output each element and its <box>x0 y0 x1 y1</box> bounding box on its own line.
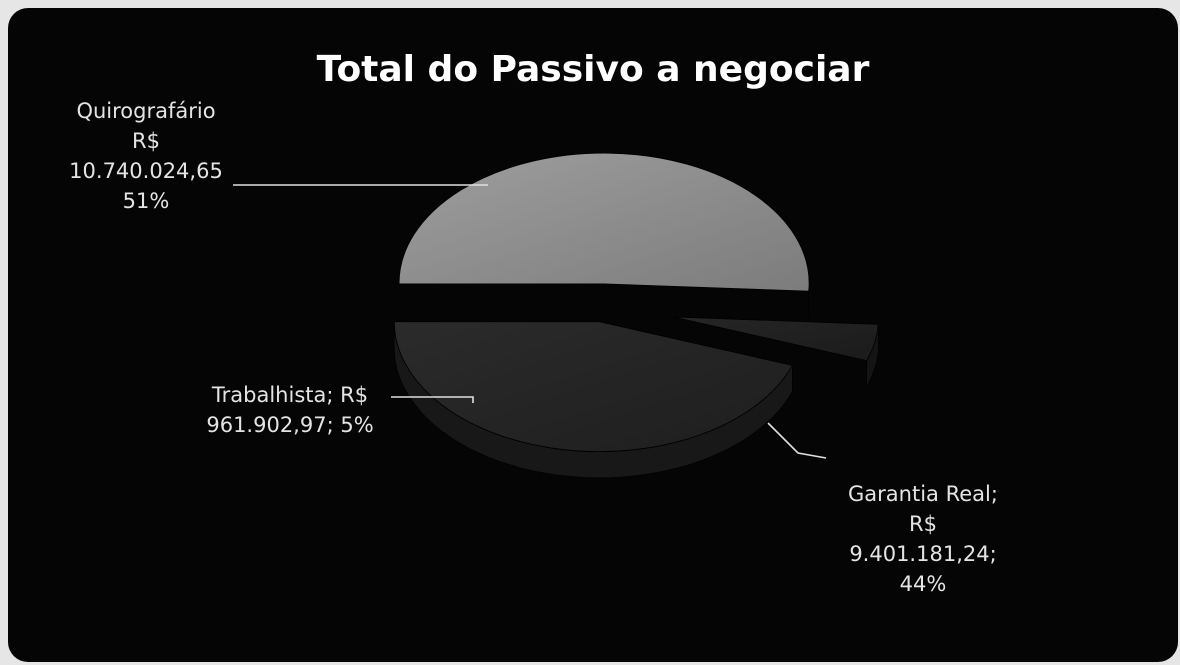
data-label-line: Quirografário <box>76 99 215 123</box>
data-label-line: 44% <box>900 572 947 596</box>
chart-title: Total do Passivo a negociar <box>317 49 870 90</box>
data-label-line: 10.740.024,65 <box>69 159 223 183</box>
leader-line <box>391 396 474 403</box>
data-labels: Quirografário R$ 10.740.024,65 51% Trabalhis… <box>69 99 998 596</box>
leader-lines <box>233 184 827 459</box>
data-label-line: Trabalhista; R$ <box>211 383 368 407</box>
data-label-line: 51% <box>123 189 170 213</box>
pie-slice-trabalhista <box>673 316 879 387</box>
chart-frame: Total do Passivo a negociar Quirografári… <box>8 8 1178 662</box>
data-label-line: 961.902,97; 5% <box>206 413 373 437</box>
pie-slice-quirograf-rio <box>398 152 810 318</box>
data-label-line: Garantia Real; <box>848 482 998 506</box>
data-label-line: R$ <box>132 129 160 153</box>
pie-slice-garantia-real <box>393 321 793 478</box>
pie-chart: Total do Passivo a negociar Quirografári… <box>69 49 998 596</box>
data-label-line: R$ <box>909 512 937 536</box>
data-label-garantia-real: Garantia Real; R$ 9.401.181,24; 44% <box>848 482 998 596</box>
data-label-quirograf-rio: Quirografário R$ 10.740.024,65 51% <box>69 99 223 213</box>
leader-line <box>767 422 827 459</box>
data-label-trabalhista: Trabalhista; R$ 961.902,97; 5% <box>206 383 373 437</box>
data-label-line: 9.401.181,24; <box>849 542 996 566</box>
pie-slices <box>393 152 879 478</box>
